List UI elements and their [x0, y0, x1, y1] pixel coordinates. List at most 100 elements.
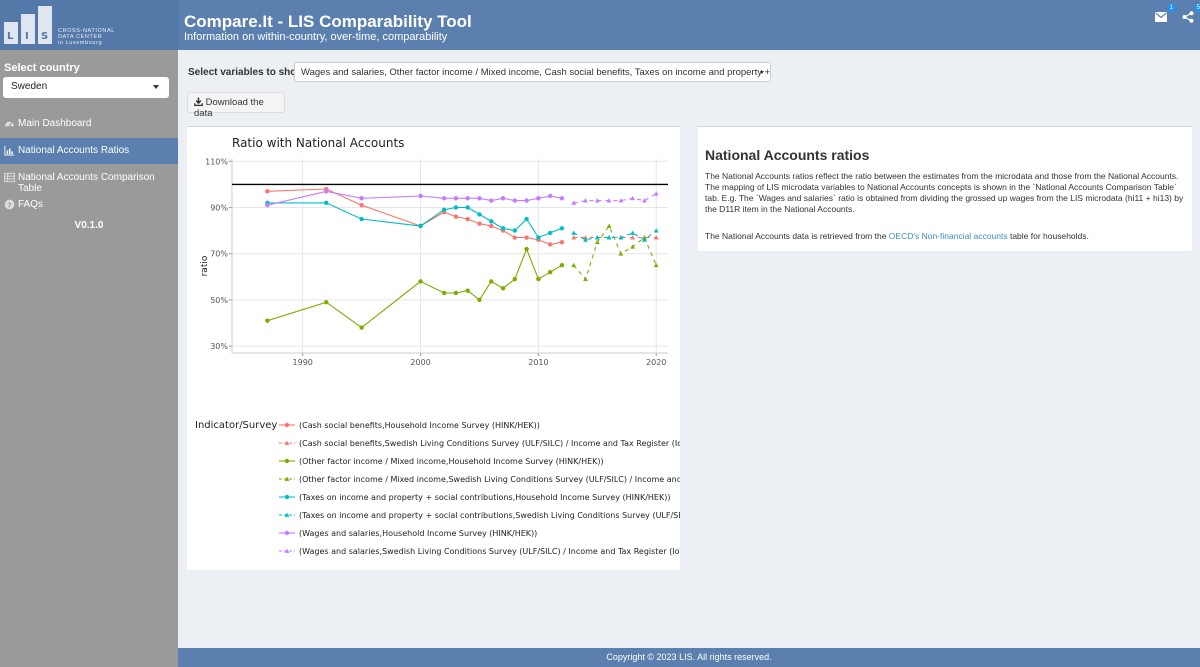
- share-badge: 5: [1194, 4, 1200, 12]
- series-line: [573, 224, 657, 281]
- chart-legend: (Cash social benefits,Household Income S…: [279, 421, 708, 556]
- data-point: [465, 216, 470, 222]
- legend-marker: [284, 476, 290, 481]
- legend-marker: [284, 548, 290, 553]
- data-point: [536, 276, 541, 282]
- data-point: [489, 223, 494, 229]
- data-point: [418, 279, 423, 284]
- x-tick-label: 2010: [528, 358, 548, 367]
- data-point: [512, 276, 518, 282]
- legend-label: (Taxes on income and property + social c…: [299, 511, 680, 520]
- series-line: [573, 193, 657, 204]
- legend-marker: [284, 494, 290, 500]
- logo-bar: L: [4, 22, 18, 44]
- legend-marker: [284, 512, 290, 517]
- data-point: [583, 276, 588, 282]
- data-point: [359, 196, 364, 201]
- data-point: [477, 221, 482, 226]
- logo-text-line: in Luxembourg: [58, 40, 103, 46]
- data-point: [418, 193, 423, 199]
- series-line: [267, 188, 563, 246]
- data-point: [653, 191, 659, 196]
- data-point: [630, 244, 636, 249]
- y-axis: 30% 50% 70% 90% 110%: [205, 157, 233, 353]
- variables-select[interactable]: Wages and salaries, Other factor income …: [294, 62, 771, 82]
- data-point: [547, 242, 553, 247]
- data-point: [441, 207, 447, 213]
- data-point: [630, 230, 636, 235]
- chart-gridlines: [232, 159, 668, 353]
- messages-button[interactable]: 1: [1155, 4, 1175, 24]
- y-tick-label: 90%: [210, 204, 228, 213]
- share-icon: [1182, 11, 1194, 23]
- data-point: [606, 223, 612, 228]
- download-data-button[interactable]: Download the data: [187, 92, 285, 119]
- data-point: [512, 228, 518, 233]
- data-point: [524, 198, 529, 203]
- data-point: [441, 290, 447, 296]
- data-point: [453, 290, 459, 296]
- data-point: [583, 198, 588, 203]
- data-point: [324, 189, 329, 194]
- info-panel: National Accounts ratios The National Ac…: [698, 126, 1192, 251]
- data-point: [512, 198, 518, 203]
- data-point: [324, 200, 329, 206]
- sidebar-item-main-dashboard[interactable]: Main Dashboard: [0, 111, 178, 137]
- data-point: [536, 235, 541, 240]
- caret-down-icon: [760, 71, 764, 74]
- data-point: [606, 198, 612, 203]
- data-point: [547, 269, 553, 275]
- app-title: Compare.It - LIS Comparability Tool: [184, 12, 472, 31]
- info-source-suffix: table for households.: [1007, 231, 1089, 241]
- y-tick-label: 110%: [205, 157, 228, 166]
- share-button[interactable]: 5: [1182, 4, 1200, 24]
- sidebar: Select country Sweden Main Dashboard Nat…: [0, 50, 178, 667]
- data-point: [618, 251, 624, 256]
- y-tick-label: 70%: [210, 250, 228, 259]
- data-point: [559, 263, 565, 268]
- data-point: [547, 193, 553, 199]
- oecd-accounts-link[interactable]: OECD's Non-financial accounts: [888, 231, 1008, 241]
- sidebar-item-label: National Accounts Comparison Table: [18, 172, 155, 194]
- sidebar-item-national-accounts-comparison-table[interactable]: National Accounts Comparison Table: [0, 165, 178, 194]
- envelope-icon: [1155, 12, 1167, 22]
- dashboard-icon: [4, 121, 15, 127]
- data-point: [642, 235, 647, 240]
- data-point: [606, 235, 612, 240]
- chart-series: [265, 186, 659, 330]
- legend-label: (Wages and salaries,Household Income Sur…: [299, 529, 537, 538]
- data-point: [583, 237, 588, 242]
- data-point: [489, 279, 494, 284]
- data-point: [594, 198, 600, 203]
- legend-label: (Cash social benefits,Household Income S…: [299, 421, 540, 430]
- data-point: [653, 228, 659, 233]
- app-subtitle: Information on within-country, over-time…: [184, 31, 448, 43]
- data-point: [324, 299, 329, 305]
- country-select[interactable]: Sweden: [3, 77, 169, 98]
- data-point: [524, 235, 529, 240]
- info-title: National Accounts ratios: [705, 147, 870, 163]
- y-tick-label: 50%: [210, 296, 228, 305]
- info-paragraph: The National Accounts ratios reflect the…: [705, 171, 1184, 214]
- x-tick-label: 1990: [293, 358, 313, 367]
- logo-text-line: DATA CENTER: [58, 34, 103, 40]
- logo-text-line: CROSS-NATIONAL: [58, 28, 115, 34]
- data-point: [571, 235, 577, 240]
- data-point: [547, 230, 553, 236]
- data-point: [642, 198, 647, 203]
- data-point: [265, 202, 270, 208]
- sidebar-item-faqs[interactable]: ? FAQs: [0, 192, 178, 218]
- svg-text:?: ?: [7, 200, 11, 209]
- lis-logo[interactable]: L I S CROSS-NATIONAL DATA CENTER in Luxe…: [0, 0, 178, 50]
- data-point: [642, 237, 647, 242]
- sidebar-item-national-accounts-ratios[interactable]: National Accounts Ratios: [0, 138, 178, 164]
- data-point: [594, 235, 600, 240]
- sidebar-item-label: National Accounts Ratios: [18, 145, 130, 156]
- data-point: [465, 196, 470, 201]
- app-version: V0.1.0: [74, 220, 104, 231]
- data-point: [571, 230, 577, 235]
- chart-title: Ratio with National Accounts: [232, 136, 404, 150]
- data-point: [524, 216, 529, 222]
- x-tick-label: 2020: [646, 358, 666, 367]
- y-axis-label: ratio: [200, 255, 210, 276]
